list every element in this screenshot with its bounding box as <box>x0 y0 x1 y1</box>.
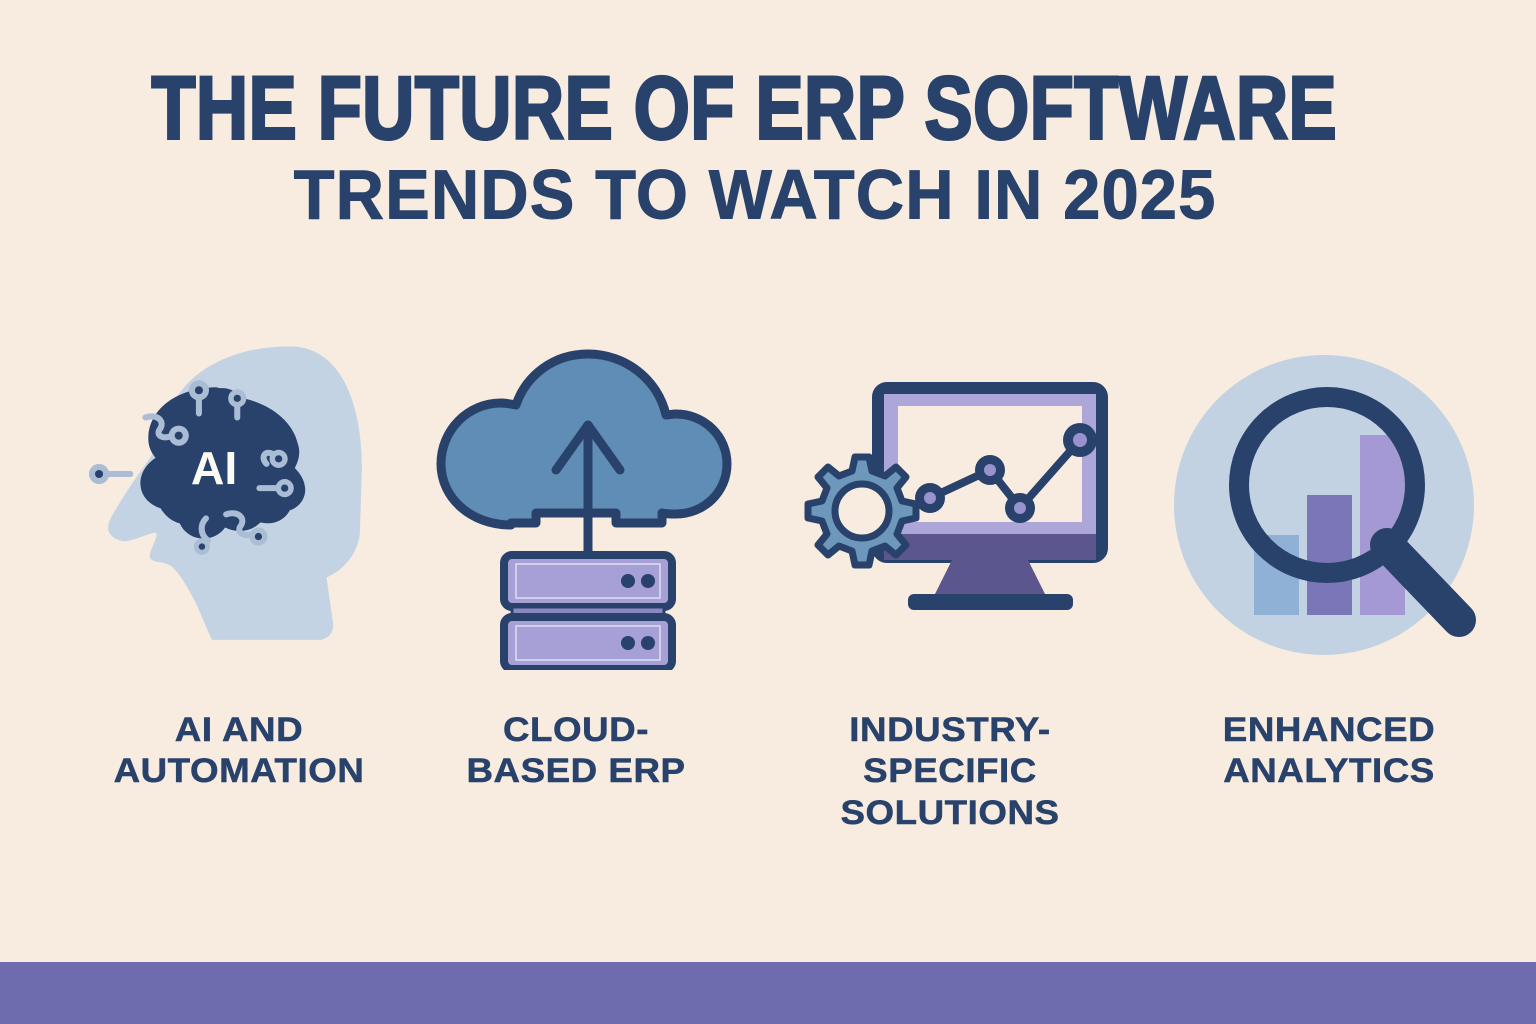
svg-text:AI: AI <box>191 442 237 494</box>
